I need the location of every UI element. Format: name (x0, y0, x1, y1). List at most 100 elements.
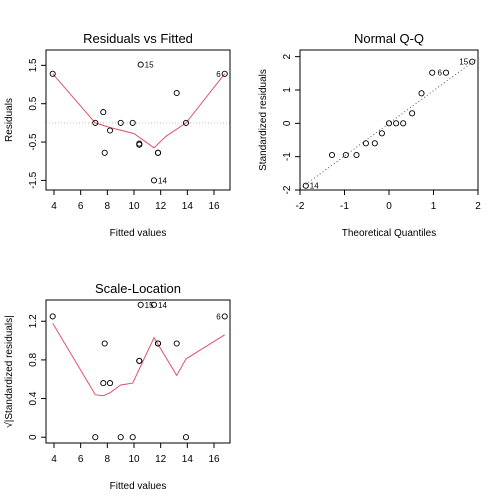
data-point (106, 380, 114, 387)
x-tick-label: 12 (155, 201, 167, 212)
plot-title: Residuals vs Fitted (83, 31, 193, 46)
point-label: 15 (145, 61, 154, 70)
data-point (154, 149, 162, 156)
y-tick-label: -0.5 (28, 133, 39, 151)
data-point (92, 119, 99, 126)
data-point (362, 140, 369, 147)
data-point (136, 141, 143, 148)
normal-qq-panel: Normal Q-Q 14 6 15 -2 -1 0 1 2 -2 -1 0 1 2 Theoretical… (258, 31, 481, 239)
point-label: 14 (158, 301, 167, 310)
x-axis-label: Fitted values (110, 228, 167, 239)
residuals-vs-fitted-panel: Residuals vs Fitted 15 14 6 4 6 8 10 12 14 16 -1.5 -… (4, 31, 231, 239)
point-label: 14 (310, 182, 319, 191)
data-point (429, 69, 436, 76)
data-point (117, 119, 124, 126)
data-point (137, 61, 144, 68)
y-tick-label: 0 (282, 120, 293, 126)
x-tick-label: 12 (155, 454, 167, 465)
point-label: 15 (459, 58, 468, 67)
data-point (49, 70, 56, 77)
x-tick-label: -2 (296, 201, 305, 212)
y-tick-label: -1 (282, 152, 293, 161)
data-point (137, 301, 144, 308)
data-point (129, 434, 136, 441)
data-point (129, 119, 136, 126)
qq-reference-line (299, 57, 479, 190)
data-point (385, 120, 393, 127)
smoother-line (52, 322, 225, 397)
smoother-line (52, 73, 226, 149)
x-tick-label: 6 (78, 454, 84, 465)
data-point (442, 69, 450, 76)
data-point (117, 434, 124, 441)
x-tick-label: 10 (128, 201, 140, 212)
data-point (150, 177, 158, 184)
x-tick-label: 16 (208, 201, 220, 212)
data-point (418, 90, 425, 97)
data-point (173, 89, 180, 97)
data-point (328, 151, 336, 159)
y-tick-label: 0.8 (28, 353, 39, 367)
data-point (371, 140, 378, 147)
point-label: 15 (145, 301, 154, 310)
y-axis-label: Residuals (4, 98, 15, 142)
y-axis-label: √|Standardized residuals| (3, 315, 15, 427)
point-label: 6 (438, 69, 443, 78)
scale-location-panel: Scale-Location 15 14 6 4 6 8 10 12 14 16 0 0.4 0.8 1.2… (3, 281, 231, 492)
plot-title: Scale-Location (95, 281, 181, 296)
data-point (49, 313, 56, 320)
y-tick-label: -1.5 (28, 171, 39, 189)
data-point (221, 70, 228, 77)
data-point (173, 340, 180, 347)
data-point (302, 182, 309, 189)
x-tick-label: 10 (128, 454, 140, 465)
y-tick-label: 1.5 (28, 58, 39, 72)
data-point (378, 130, 385, 137)
x-tick-label: 2 (475, 201, 481, 212)
x-axis-label: Fitted values (110, 481, 167, 492)
data-point (100, 380, 107, 387)
data-point (342, 151, 349, 159)
y-tick-label: 1.2 (28, 314, 39, 328)
data-point (409, 110, 416, 117)
plot-frame (45, 299, 231, 444)
data-point (101, 340, 108, 347)
data-point (154, 340, 162, 347)
y-tick-label: 0 (28, 434, 39, 440)
plot-frame (45, 49, 231, 191)
data-point (182, 434, 190, 441)
x-tick-label: 4 (51, 454, 57, 465)
y-tick-label: 2 (282, 53, 293, 59)
x-tick-label: 6 (78, 201, 84, 212)
data-point (101, 149, 108, 156)
y-tick-label: 0.4 (28, 391, 39, 405)
data-point (182, 119, 190, 126)
x-tick-label: 0 (386, 201, 392, 212)
x-tick-label: 14 (182, 201, 194, 212)
data-point (400, 120, 407, 127)
y-axis-label: Standardized residuals (258, 69, 269, 171)
y-tick-label: -2 (282, 185, 293, 194)
plot-title: Normal Q-Q (354, 31, 424, 46)
x-axis-label: Theoretical Quantiles (342, 228, 437, 239)
x-tick-label: 1 (431, 201, 437, 212)
x-tick-label: 8 (105, 454, 111, 465)
x-tick-label: 4 (51, 201, 57, 212)
y-tick-label: 0.5 (28, 96, 39, 110)
point-label: 6 (216, 312, 221, 321)
x-tick-label: -1 (340, 201, 349, 212)
data-point (100, 109, 107, 116)
data-point (106, 127, 114, 134)
point-label: 6 (216, 70, 221, 79)
y-tick-label: 1 (282, 87, 293, 93)
data-point (221, 313, 228, 320)
plot-frame (299, 49, 479, 191)
x-tick-label: 14 (182, 454, 194, 465)
data-point (393, 120, 400, 127)
point-label: 14 (158, 176, 167, 185)
data-point (353, 151, 360, 159)
data-point (92, 434, 99, 441)
x-tick-label: 16 (208, 454, 220, 465)
data-point (136, 357, 143, 364)
